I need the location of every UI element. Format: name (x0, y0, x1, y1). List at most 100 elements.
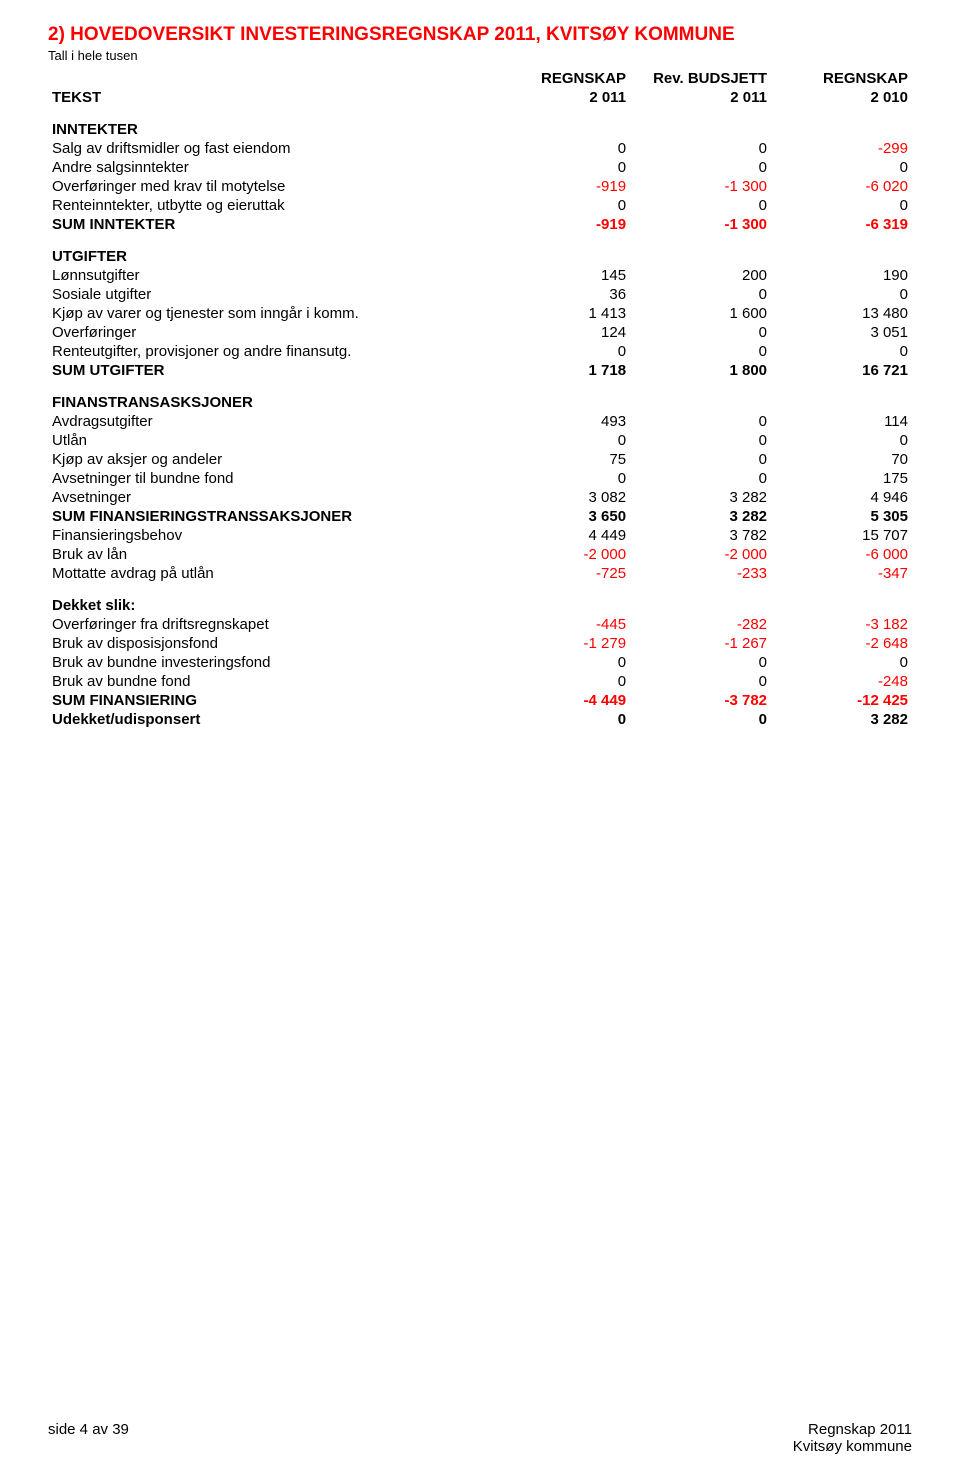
row-value: 0 (489, 158, 630, 177)
row-label: Lønnsutgifter (48, 266, 489, 285)
row-value: -12 425 (771, 691, 912, 710)
row-value: 0 (771, 196, 912, 215)
row-value: -1 267 (630, 634, 771, 653)
row-value: -4 449 (489, 691, 630, 710)
row-value: 3 282 (630, 488, 771, 507)
row-value: -919 (489, 177, 630, 196)
row-value: -347 (771, 564, 912, 583)
row-value: 3 282 (771, 710, 912, 729)
row-label: Bruk av bundne investeringsfond (48, 653, 489, 672)
section-heading: FINANSTRANSASKSJONER (48, 380, 912, 412)
row-value: -3 782 (630, 691, 771, 710)
row-label: SUM FINANSIERING (48, 691, 489, 710)
row-value: -248 (771, 672, 912, 691)
table-row: SUM UTGIFTER1 7181 80016 721 (48, 361, 912, 380)
col2-header-top: Rev. BUDSJETT (630, 69, 771, 88)
section-heading-row: FINANSTRANSASKSJONER (48, 380, 912, 412)
row-value: 1 413 (489, 304, 630, 323)
col2-header-bot: 2 011 (630, 88, 771, 107)
row-value: -919 (489, 215, 630, 234)
row-value: 13 480 (771, 304, 912, 323)
row-value: -2 000 (630, 545, 771, 564)
row-value: 36 (489, 285, 630, 304)
table-row: Mottatte avdrag på utlån-725-233-347 (48, 564, 912, 583)
row-value: 0 (489, 431, 630, 450)
section-heading-row: INNTEKTER (48, 107, 912, 139)
row-value: 75 (489, 450, 630, 469)
row-value: 0 (489, 196, 630, 215)
table-row: Avsetninger til bundne fond00175 (48, 469, 912, 488)
row-value: 175 (771, 469, 912, 488)
page-footer: side 4 av 39 Regnskap 2011 Kvitsøy kommu… (48, 1421, 912, 1455)
row-value: 0 (630, 285, 771, 304)
table-row: Avdragsutgifter4930114 (48, 412, 912, 431)
financial-table: REGNSKAP Rev. BUDSJETT REGNSKAP TEKST 2 … (48, 69, 912, 729)
header-row-1: REGNSKAP Rev. BUDSJETT REGNSKAP (48, 69, 912, 88)
row-value: 3 650 (489, 507, 630, 526)
row-value: -725 (489, 564, 630, 583)
table-row: Kjøp av aksjer og andeler75070 (48, 450, 912, 469)
row-label: Salg av driftsmidler og fast eiendom (48, 139, 489, 158)
table-row: Bruk av disposisjonsfond-1 279-1 267-2 6… (48, 634, 912, 653)
row-label: Avsetninger til bundne fond (48, 469, 489, 488)
row-label: SUM FINANSIERINGSTRANSSAKSJONER (48, 507, 489, 526)
table-row: SUM FINANSIERINGSTRANSSAKSJONER3 6503 28… (48, 507, 912, 526)
row-value: 0 (489, 342, 630, 361)
row-value: 0 (489, 653, 630, 672)
row-label: Finansieringsbehov (48, 526, 489, 545)
row-value: 0 (771, 431, 912, 450)
row-value: 0 (489, 710, 630, 729)
row-value: -1 300 (630, 215, 771, 234)
table-row: Overføringer fra driftsregnskapet-445-28… (48, 615, 912, 634)
table-row: Bruk av bundne fond00-248 (48, 672, 912, 691)
col1-header-top: REGNSKAP (489, 69, 630, 88)
row-value: 493 (489, 412, 630, 431)
row-value: -2 648 (771, 634, 912, 653)
row-value: 0 (489, 672, 630, 691)
row-value: 0 (630, 710, 771, 729)
row-value: 0 (630, 412, 771, 431)
row-label: Sosiale utgifter (48, 285, 489, 304)
footer-right-line1: Regnskap 2011 (793, 1421, 912, 1438)
row-value: 70 (771, 450, 912, 469)
row-value: 15 707 (771, 526, 912, 545)
row-label: Avsetninger (48, 488, 489, 507)
row-value: 0 (489, 139, 630, 158)
row-label: Andre salgsinntekter (48, 158, 489, 177)
row-label: SUM INNTEKTER (48, 215, 489, 234)
row-value: 0 (771, 342, 912, 361)
page-container: 2) HOVEDOVERSIKT INVESTERINGSREGNSKAP 20… (0, 0, 960, 1475)
table-row: Andre salgsinntekter000 (48, 158, 912, 177)
row-value: -1 300 (630, 177, 771, 196)
table-row: Overføringer12403 051 (48, 323, 912, 342)
row-label: Udekket/udisponsert (48, 710, 489, 729)
footer-left: side 4 av 39 (48, 1421, 129, 1455)
row-value: 0 (771, 158, 912, 177)
table-row: Avsetninger3 0823 2824 946 (48, 488, 912, 507)
row-value: 0 (630, 196, 771, 215)
table-row: SUM FINANSIERING-4 449-3 782-12 425 (48, 691, 912, 710)
table-row: Utlån000 (48, 431, 912, 450)
section-heading: Dekket slik: (48, 583, 912, 615)
row-label: Overføringer fra driftsregnskapet (48, 615, 489, 634)
tekst-label: TEKST (48, 88, 489, 107)
table-row: Kjøp av varer og tjenester som inngår i … (48, 304, 912, 323)
row-value: -282 (630, 615, 771, 634)
row-label: SUM UTGIFTER (48, 361, 489, 380)
row-value: 0 (630, 139, 771, 158)
table-row: Renteinntekter, utbytte og eieruttak000 (48, 196, 912, 215)
row-value: 0 (771, 285, 912, 304)
row-label: Overføringer (48, 323, 489, 342)
row-value: -3 182 (771, 615, 912, 634)
page-subtitle: Tall i hele tusen (48, 48, 912, 63)
row-value: 145 (489, 266, 630, 285)
row-value: 3 282 (630, 507, 771, 526)
row-value: 0 (771, 653, 912, 672)
row-value: 0 (630, 342, 771, 361)
row-value: 124 (489, 323, 630, 342)
section-heading: UTGIFTER (48, 234, 912, 266)
row-value: 0 (489, 469, 630, 488)
table-row: Bruk av lån-2 000-2 000-6 000 (48, 545, 912, 564)
row-value: -233 (630, 564, 771, 583)
row-value: 0 (630, 653, 771, 672)
